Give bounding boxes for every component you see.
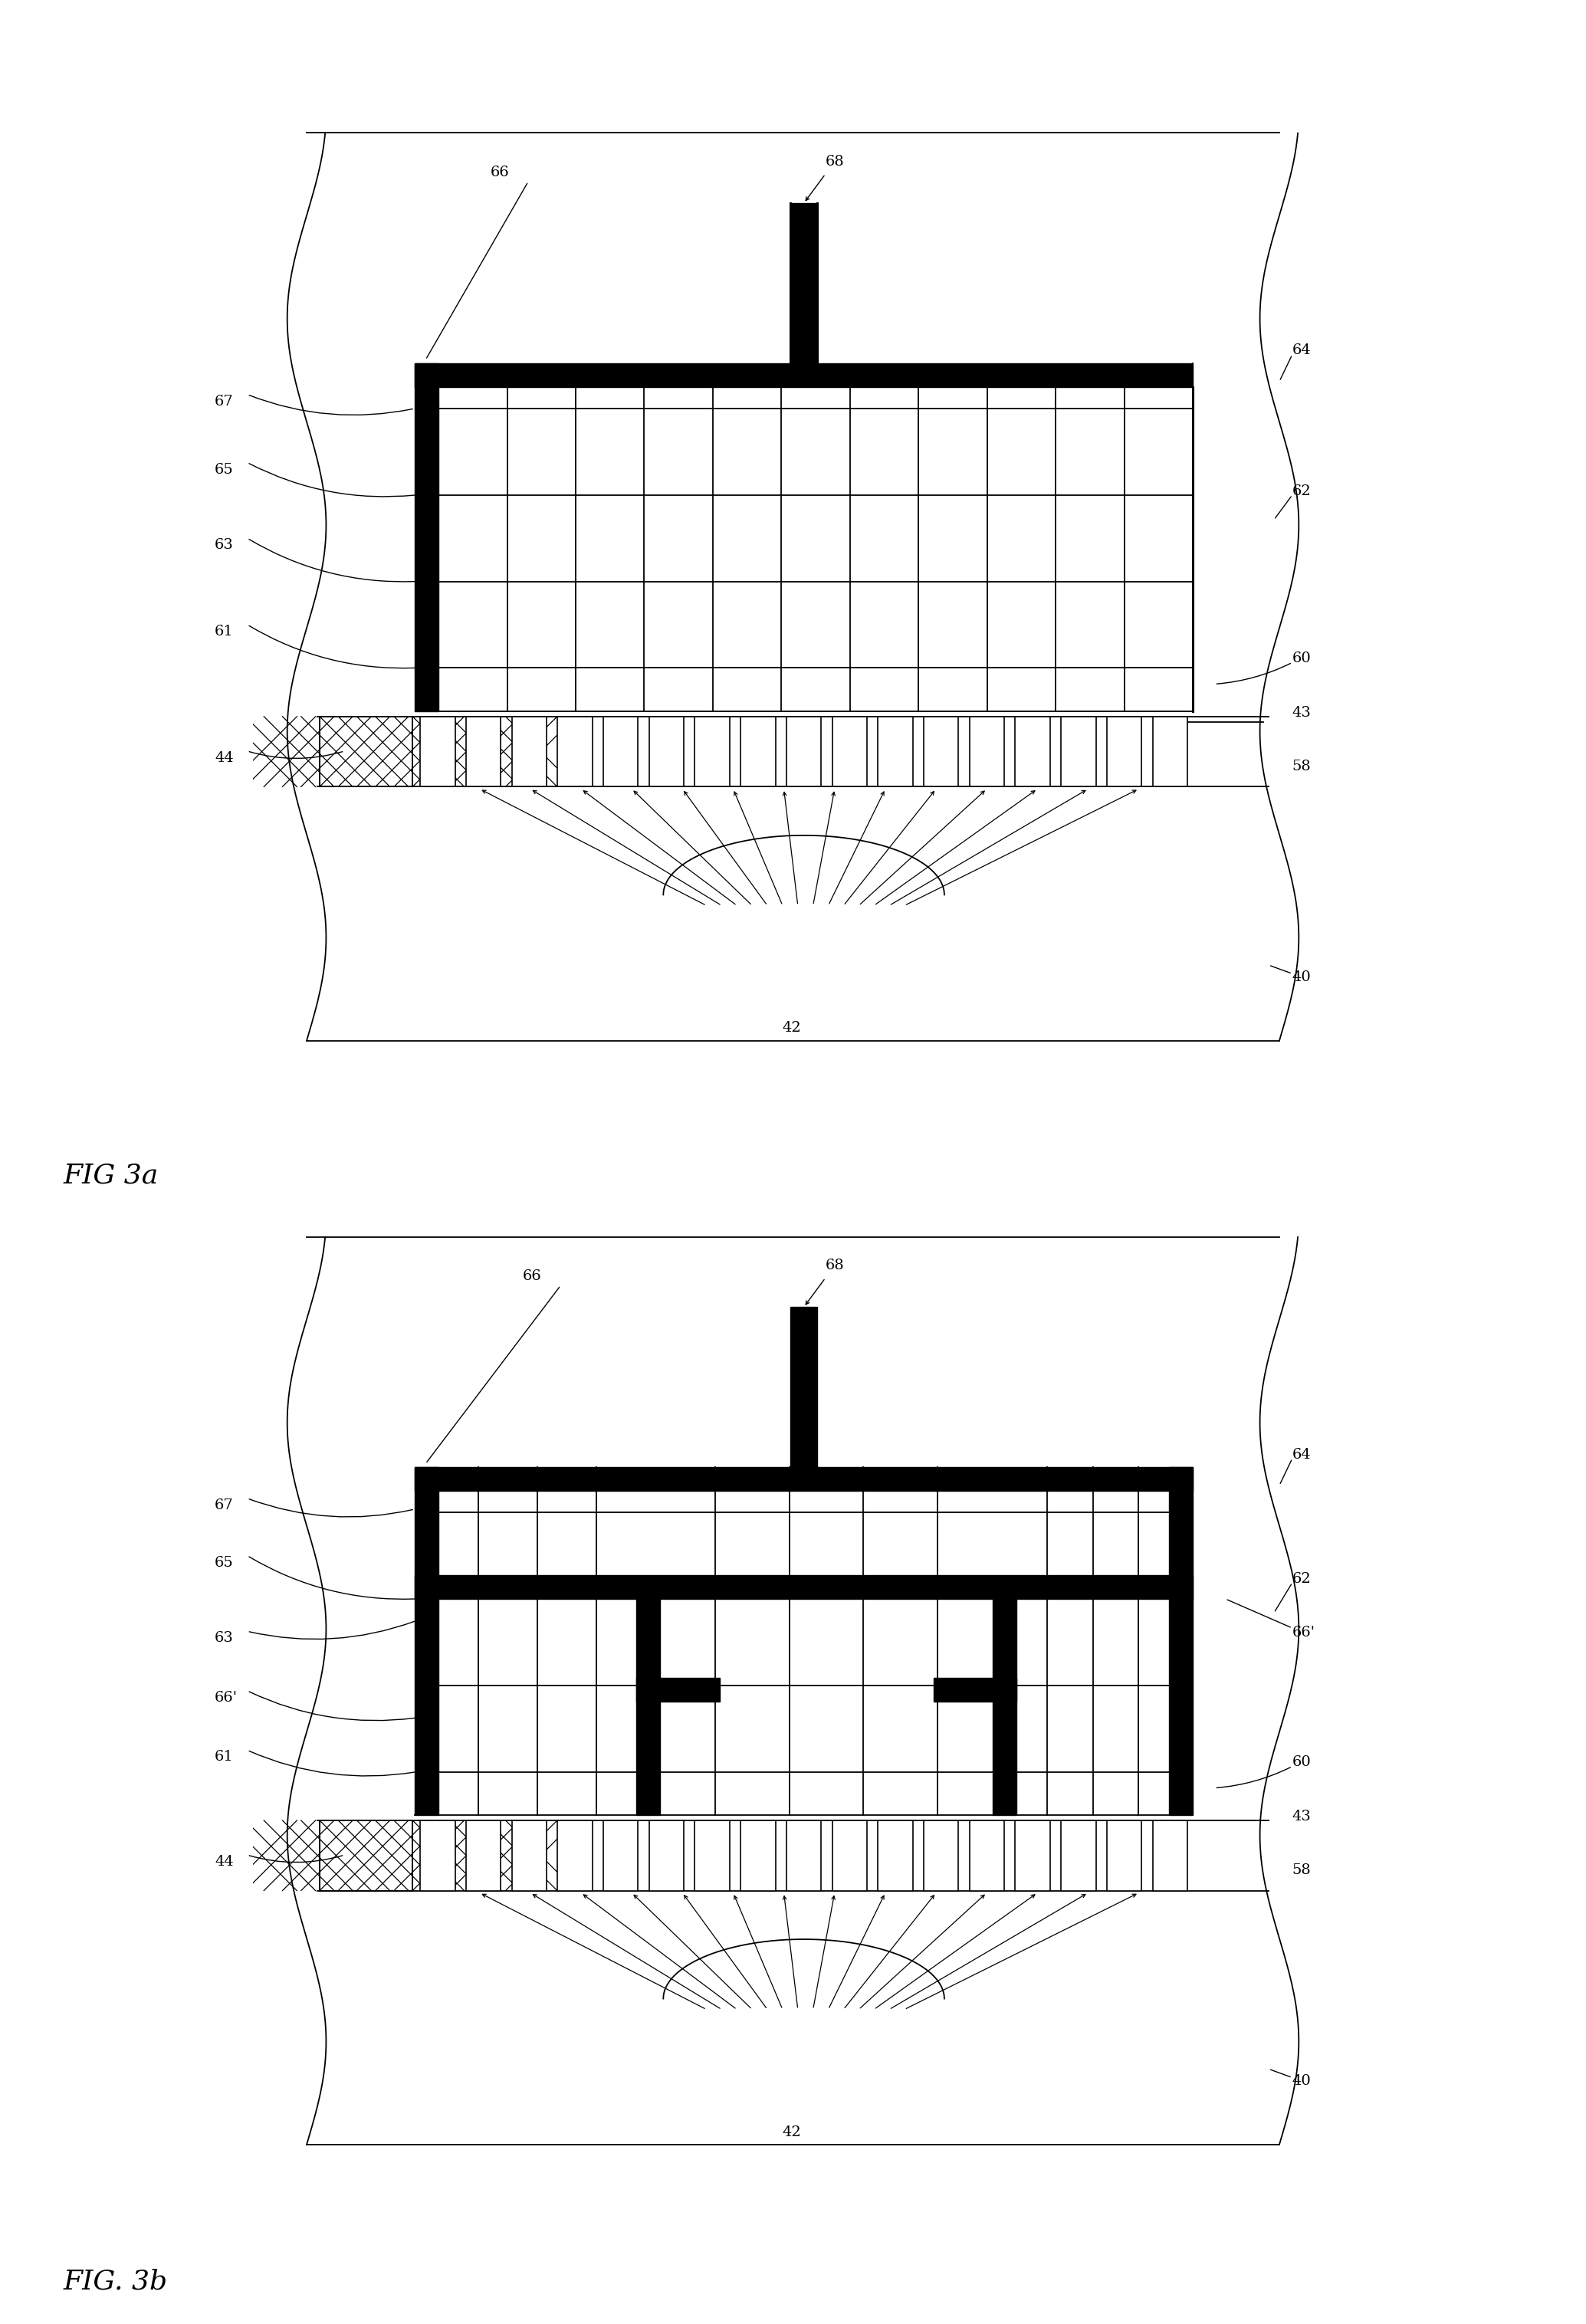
Bar (420, 716, 455, 788)
Bar (558, 1820, 592, 1892)
Text: 58: 58 (1293, 1864, 1312, 1878)
Bar (695, 716, 730, 788)
Text: 65: 65 (214, 1555, 233, 1569)
Bar (320, 1820, 412, 1892)
Bar (1061, 716, 1096, 788)
Polygon shape (414, 363, 438, 711)
Bar (879, 1820, 914, 1892)
Bar (879, 716, 914, 788)
Polygon shape (414, 1576, 1193, 1599)
Text: 42: 42 (782, 2124, 801, 2138)
Bar (1153, 716, 1188, 788)
Text: 40: 40 (1293, 971, 1312, 985)
Text: 64: 64 (1293, 344, 1312, 358)
Text: 44: 44 (214, 751, 233, 765)
Polygon shape (993, 1599, 1017, 1815)
Bar (512, 716, 547, 788)
Text: 64: 64 (1293, 1448, 1312, 1462)
Text: 62: 62 (1293, 1571, 1312, 1585)
Text: 44: 44 (214, 1855, 233, 1868)
Bar (420, 1820, 455, 1892)
Bar (1153, 1820, 1188, 1892)
Bar (741, 716, 776, 788)
Text: 42: 42 (782, 1020, 801, 1034)
Bar (466, 716, 501, 788)
Polygon shape (414, 363, 1193, 386)
Polygon shape (636, 1599, 660, 1815)
Text: 43: 43 (1293, 1810, 1312, 1824)
Text: 43: 43 (1293, 706, 1312, 720)
Text: 67: 67 (214, 395, 233, 409)
Bar (833, 1820, 868, 1892)
Text: 60: 60 (1293, 651, 1312, 665)
Bar (833, 716, 868, 788)
Bar (649, 716, 684, 788)
Bar (741, 1820, 776, 1892)
Text: 61: 61 (214, 625, 233, 639)
Text: 65: 65 (214, 462, 233, 476)
Bar (603, 1820, 638, 1892)
Text: 66': 66' (214, 1692, 238, 1703)
Text: 67: 67 (214, 1499, 233, 1513)
Bar (1015, 1820, 1050, 1892)
Bar (320, 1820, 412, 1892)
Bar (466, 1820, 501, 1892)
Bar (558, 716, 592, 788)
Bar (1107, 716, 1142, 788)
Bar (320, 716, 412, 788)
Bar (923, 716, 958, 788)
Bar (1107, 1820, 1142, 1892)
Text: FIG. 3b: FIG. 3b (63, 2268, 168, 2294)
Bar (695, 1820, 730, 1892)
Text: 61: 61 (214, 1750, 233, 1764)
Text: FIG 3a: FIG 3a (63, 1162, 159, 1188)
Bar (512, 1820, 547, 1892)
Bar (923, 1820, 958, 1892)
Bar (320, 716, 412, 788)
Text: 66: 66 (523, 1269, 542, 1283)
Text: 40: 40 (1293, 2075, 1312, 2089)
Bar (1015, 716, 1050, 788)
Text: 58: 58 (1293, 760, 1312, 774)
Bar (1061, 1820, 1096, 1892)
Text: 66': 66' (1293, 1627, 1315, 1641)
Text: 68: 68 (825, 156, 844, 167)
Polygon shape (414, 1466, 1193, 1490)
Polygon shape (790, 1306, 817, 1466)
Text: 68: 68 (825, 1260, 844, 1271)
Bar (649, 1820, 684, 1892)
Text: 63: 63 (214, 1631, 233, 1645)
Bar (787, 1820, 822, 1892)
Text: 63: 63 (214, 539, 233, 553)
Polygon shape (414, 1466, 438, 1815)
Bar (969, 716, 1004, 788)
Polygon shape (934, 1678, 1017, 1701)
Bar (969, 1820, 1004, 1892)
Bar (787, 716, 822, 788)
Text: 60: 60 (1293, 1755, 1312, 1769)
Polygon shape (636, 1678, 720, 1701)
Text: 66: 66 (490, 165, 509, 179)
Polygon shape (1169, 1466, 1193, 1815)
Bar (603, 716, 638, 788)
Text: 62: 62 (1293, 483, 1312, 497)
Polygon shape (790, 202, 817, 363)
